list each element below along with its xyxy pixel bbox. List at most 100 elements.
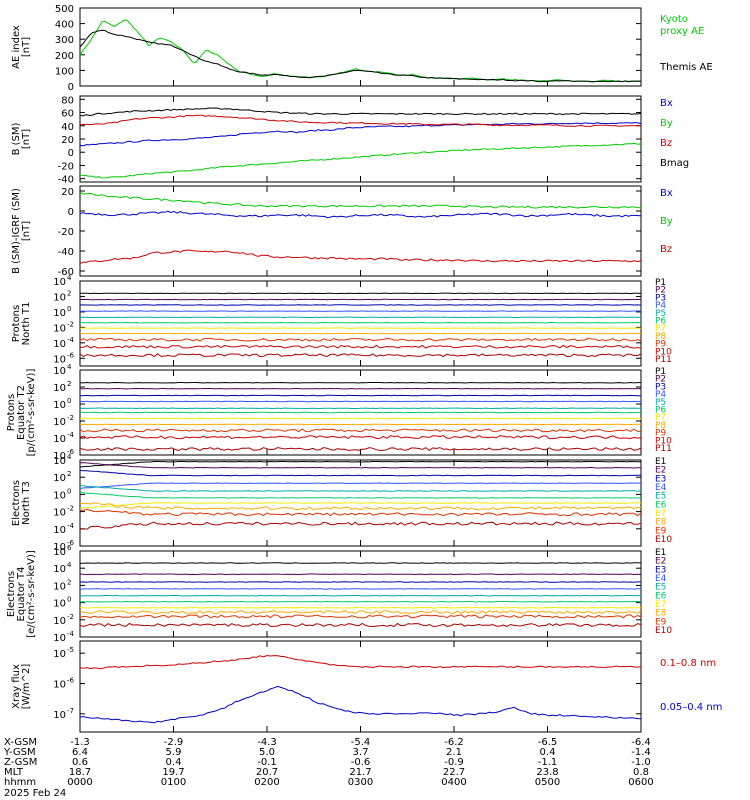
y-tick-label: 10	[53, 292, 66, 303]
series-label: P9	[655, 340, 666, 350]
series-line-by	[79, 191, 642, 209]
ephemeris-value: 0300	[348, 777, 373, 788]
series-label: E4	[655, 483, 667, 493]
series-label: Bz	[660, 138, 672, 149]
ephemeris-row-label: Z-GSM	[4, 757, 37, 768]
y-tick-label: 300	[55, 35, 74, 46]
y-tick-label: 500	[55, 4, 74, 15]
series-label: E9	[655, 617, 667, 627]
series-label: E3	[655, 474, 666, 484]
ephemeris-value: -1.4	[631, 747, 651, 758]
y-tick-label: -20	[58, 161, 74, 172]
series-line-p7	[79, 417, 641, 420]
ephemeris-value: 2.1	[446, 747, 462, 758]
series-label: E1	[655, 457, 666, 467]
y-axis-label-line: Xray flux	[11, 664, 22, 709]
y-tick-label: 60	[61, 109, 74, 120]
series-line-e8	[79, 610, 642, 615]
y-axis-label-line: [nT]	[21, 221, 32, 241]
y-tick-label: 10	[53, 564, 66, 575]
y-axis-label-line: North T3	[21, 481, 32, 525]
ephemeris-value: 0000	[67, 777, 92, 788]
series-line-e9	[79, 508, 642, 517]
series-line-e7	[79, 502, 642, 509]
series-label: E1	[655, 548, 666, 558]
series-line-p9	[79, 428, 642, 433]
ephemeris-value: 0.8	[633, 767, 649, 778]
series-label: E4	[655, 574, 667, 584]
y-axis-label-line: B (SM)-IGRF (SM)	[11, 188, 22, 274]
series-line-e10	[79, 521, 642, 530]
series-line-p10	[79, 344, 642, 349]
y-tick-label: 10	[53, 451, 66, 462]
y-tick-label: 10	[53, 473, 66, 484]
y-tick-label: 10	[53, 542, 66, 553]
ephemeris-value: 23.8	[536, 767, 558, 778]
series-label: Bx	[660, 188, 673, 199]
series-label: Kyoto	[660, 14, 688, 25]
y-axis-label: B (SM)-IGRF (SM) [nT]	[11, 188, 32, 274]
y-tick-label: 0	[68, 82, 74, 93]
ephemeris-date: 2025 Feb 24	[4, 788, 66, 799]
series-line-e10	[79, 622, 642, 628]
series-label: E10	[655, 535, 672, 545]
series-line-e1	[79, 460, 641, 468]
series-line-bx	[79, 122, 642, 147]
y-axis-label-line: B (SM)	[11, 122, 22, 155]
y-tick-label: 10	[53, 308, 66, 319]
series-line-bx	[79, 210, 642, 219]
y-tick-exponent: 0	[67, 397, 71, 405]
ephemeris-value: -6.4	[631, 737, 651, 748]
y-axis-label-line: [W/m^2]	[21, 664, 32, 710]
y-tick-label: 0	[68, 207, 74, 218]
series-label: E2	[655, 557, 666, 567]
y-tick-label: 40	[61, 122, 74, 133]
ephemeris-value: 5.9	[166, 747, 182, 758]
series-line-p5	[79, 407, 642, 410]
series-line-p6	[80, 321, 642, 324]
y-tick-label: 10	[53, 434, 66, 445]
series-line-p1	[79, 292, 642, 295]
ephemeris-value: -0.9	[444, 757, 464, 768]
y-tick-exponent: -4	[67, 630, 75, 638]
series-line-p11	[79, 353, 642, 358]
y-tick-label: 10	[53, 400, 66, 411]
series-label: E6	[655, 591, 667, 601]
ephemeris-value: -0.1	[257, 757, 277, 768]
series-line-e6	[79, 600, 642, 603]
series-label: P10	[655, 436, 672, 446]
y-tick-exponent: -4	[67, 522, 75, 530]
series-label: Bx	[660, 98, 673, 109]
ephemeris-value: 20.7	[256, 767, 278, 778]
ephemeris-row-label: hhmm	[4, 777, 36, 788]
series-line-kyoto-proxy-ae	[79, 19, 642, 83]
y-tick-label: 80	[61, 95, 74, 106]
y-tick-exponent: 2	[67, 470, 71, 478]
series-line-p4	[80, 400, 642, 403]
series-label: E7	[655, 600, 666, 610]
series-label: P2	[655, 375, 666, 385]
series-line-e5	[79, 485, 642, 492]
ephemeris-value: 5.0	[259, 747, 275, 758]
y-axis-label-line: [nT]	[21, 37, 32, 57]
y-tick-exponent: -6	[67, 539, 75, 547]
y-axis-label-line: Electrons	[11, 480, 22, 526]
y-tick-label: -20	[58, 227, 74, 238]
series-label: E3	[655, 565, 666, 575]
y-tick-label: 10	[53, 581, 66, 592]
ephemeris-value: 0500	[535, 777, 560, 788]
series-label: P2	[655, 286, 666, 296]
y-tick-exponent: -2	[67, 613, 74, 621]
series-line-e4	[79, 588, 641, 590]
y-tick-label: -40	[58, 247, 74, 258]
series-label: P7	[655, 324, 666, 334]
y-tick-label: 10	[53, 710, 66, 721]
y-tick-label: 10	[53, 417, 66, 428]
series-line-e5	[80, 594, 642, 597]
ephemeris-value: 21.7	[349, 767, 371, 778]
y-axis-label-line: North T1	[21, 302, 32, 346]
ephemeris-value: 0.6	[72, 757, 88, 768]
y-tick-label: 200	[55, 51, 74, 62]
y-tick-label: 10	[53, 277, 66, 288]
